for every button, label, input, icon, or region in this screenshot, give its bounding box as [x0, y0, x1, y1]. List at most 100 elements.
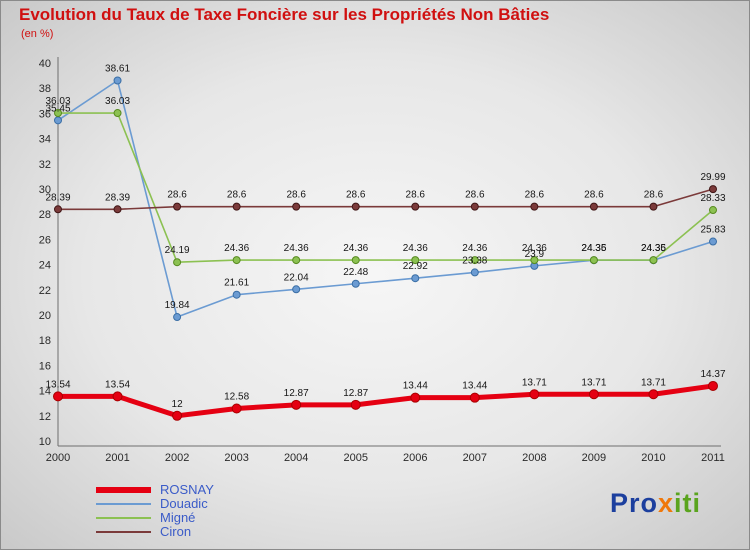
- legend-swatch-migne: [96, 517, 151, 519]
- data-label: 22.04: [284, 272, 309, 283]
- data-point: [54, 205, 62, 214]
- legend: ROSNAY Douadic Migné Ciron: [96, 483, 214, 539]
- data-point: [54, 116, 62, 125]
- legend-item-douadic: Douadic: [96, 497, 214, 511]
- y-tick-label: 24: [39, 260, 51, 272]
- data-label: 36.03: [45, 96, 70, 107]
- x-tick-label: 2006: [403, 452, 427, 464]
- data-label: 28.6: [167, 190, 187, 201]
- y-tick-label: 34: [39, 134, 51, 146]
- proxiti-logo[interactable]: Proxiti: [610, 488, 701, 519]
- data-label: 28.6: [525, 190, 545, 201]
- chart-subtitle: (en %): [21, 28, 54, 40]
- data-label: 28.6: [227, 190, 247, 201]
- data-point: [232, 256, 241, 265]
- y-tick-label: 40: [39, 58, 51, 70]
- data-point: [351, 256, 360, 265]
- data-label: 28.6: [465, 190, 485, 201]
- y-tick-label: 38: [39, 83, 51, 95]
- data-label: 13.44: [403, 381, 428, 392]
- data-label: 13.54: [105, 379, 130, 390]
- data-point: [588, 389, 599, 400]
- logo-part-pro: Pro: [609, 488, 658, 518]
- data-label: 24.19: [165, 245, 190, 256]
- legend-item-migne: Migné: [96, 511, 214, 525]
- x-tick-label: 2002: [165, 452, 189, 464]
- data-point: [351, 202, 360, 211]
- data-point: [529, 389, 540, 400]
- data-label: 28.6: [644, 190, 664, 201]
- data-point: [470, 268, 479, 277]
- data-label: 28.39: [45, 192, 70, 203]
- data-point: [231, 403, 242, 414]
- x-tick-label: 2009: [582, 452, 606, 464]
- data-label: 24.36: [522, 243, 547, 254]
- y-tick-label: 18: [39, 335, 51, 347]
- x-tick-label: 2008: [522, 452, 546, 464]
- data-point: [411, 256, 420, 265]
- data-point: [470, 202, 479, 211]
- data-label: 24.36: [224, 243, 249, 254]
- data-label: 13.54: [45, 379, 70, 390]
- data-point: [113, 205, 122, 214]
- data-point: [113, 76, 122, 85]
- data-label: 23.38: [462, 255, 487, 266]
- data-label: 28.6: [584, 190, 604, 201]
- data-label: 12.87: [284, 388, 309, 399]
- series-line-Douadic: [57, 79, 714, 318]
- x-tick-label: 2005: [343, 452, 367, 464]
- data-point: [411, 274, 420, 283]
- x-tick-label: 2000: [46, 452, 70, 464]
- data-label: 13.71: [641, 377, 666, 388]
- y-tick-label: 12: [39, 411, 51, 423]
- logo-part-x: x: [657, 488, 674, 518]
- legend-label-migne: Migné: [160, 510, 196, 525]
- data-label: 28.6: [286, 190, 306, 201]
- data-point: [469, 392, 480, 403]
- y-tick-label: 10: [39, 436, 51, 448]
- x-tick-label: 2001: [105, 452, 129, 464]
- x-tick-label: 2004: [284, 452, 308, 464]
- data-point: [292, 256, 301, 265]
- y-tick-label: 28: [39, 209, 51, 221]
- data-label: 24.36: [284, 243, 309, 254]
- data-label: 28.6: [406, 190, 426, 201]
- y-tick-label: 26: [39, 234, 51, 246]
- data-label: 12: [172, 399, 184, 410]
- data-point: [530, 256, 539, 265]
- data-point: [350, 399, 361, 410]
- data-label: 13.71: [581, 377, 606, 388]
- data-point: [112, 391, 123, 402]
- data-point: [709, 237, 717, 246]
- data-point: [173, 202, 182, 211]
- data-point: [410, 392, 421, 403]
- data-point: [172, 410, 183, 421]
- data-label: 23.9: [525, 249, 545, 260]
- series-line-Migné: [57, 112, 714, 264]
- data-point: [53, 391, 63, 402]
- data-label: 24.36: [343, 243, 368, 254]
- series-line-ROSNAY: [55, 383, 716, 419]
- data-point: [173, 313, 182, 322]
- data-label: 24.36: [641, 243, 666, 254]
- y-tick-label: 14: [39, 386, 51, 398]
- legend-swatch-rosnay: [96, 487, 151, 493]
- data-label: 14.37: [700, 369, 725, 380]
- y-tick-label: 20: [39, 310, 51, 322]
- data-point: [291, 399, 302, 410]
- chart-title: Evolution du Taux de Taxe Foncière sur l…: [19, 5, 550, 24]
- y-tick-label: 16: [39, 360, 51, 372]
- data-point: [649, 202, 658, 211]
- y-tick-label: 22: [39, 285, 51, 297]
- legend-label-douadic: Douadic: [160, 496, 208, 511]
- x-tick-label: 2010: [641, 452, 665, 464]
- data-label: 29.99: [700, 172, 725, 183]
- data-label: 35.45: [45, 103, 70, 114]
- legend-label-rosnay: ROSNAY: [160, 482, 214, 497]
- y-tick-label: 30: [39, 184, 51, 196]
- data-point: [54, 109, 62, 118]
- data-point: [470, 256, 479, 265]
- data-point: [648, 389, 659, 400]
- legend-swatch-ciron: [96, 531, 151, 533]
